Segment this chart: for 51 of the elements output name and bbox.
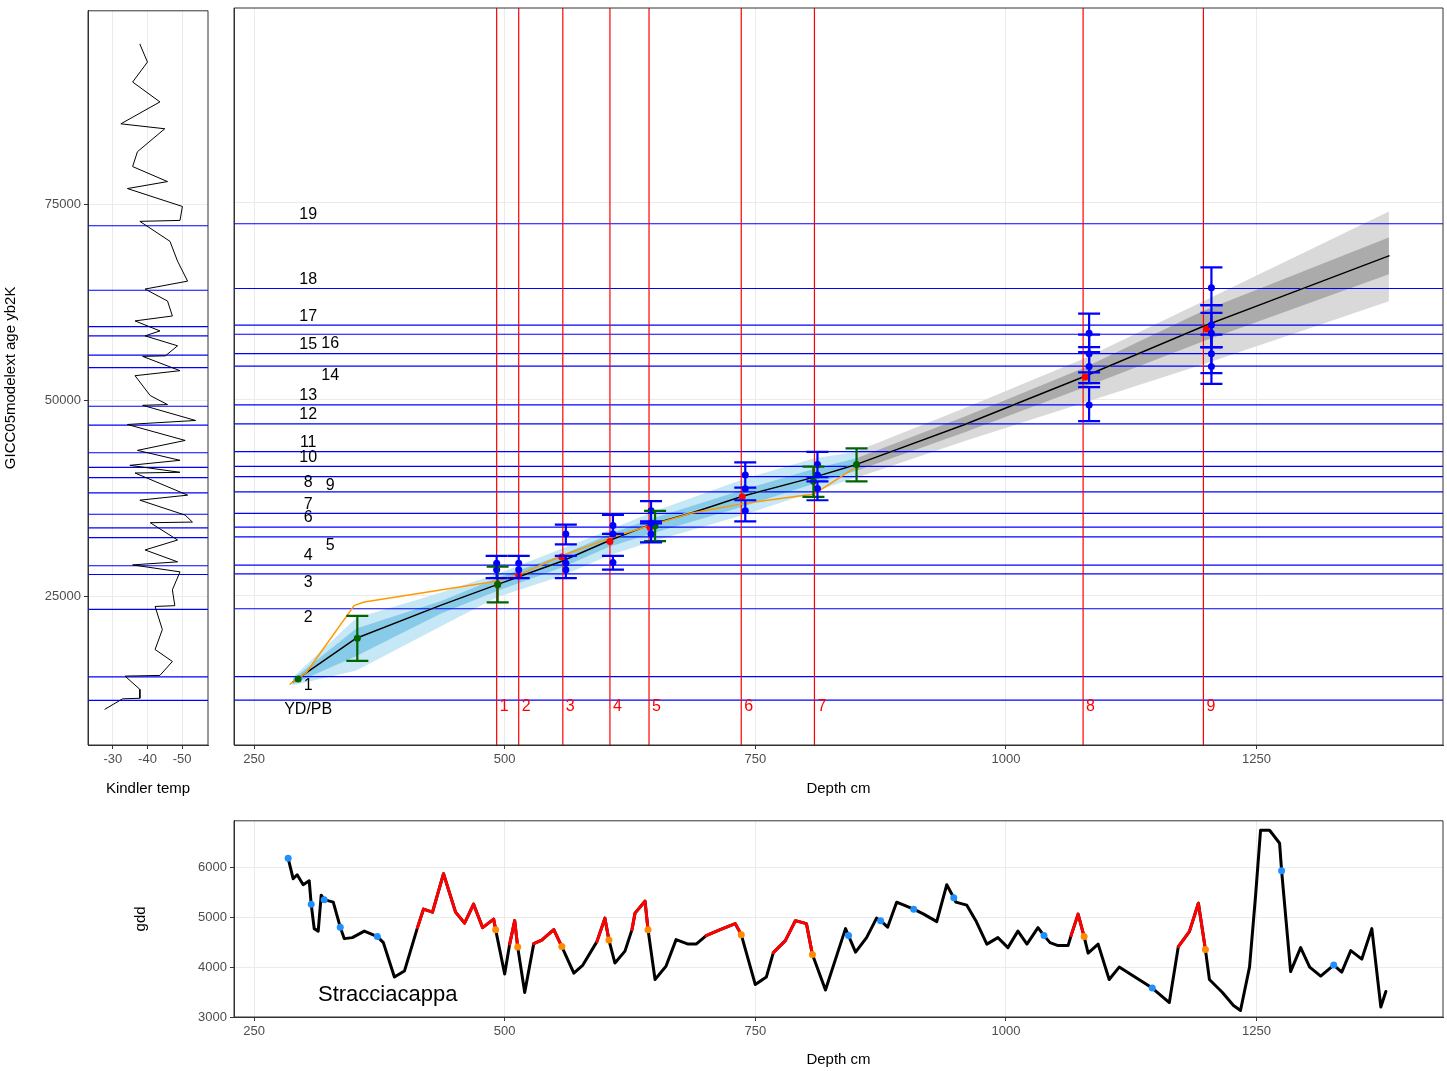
y-tick-label: 4000 — [198, 958, 227, 974]
annotation: 3 — [565, 696, 575, 714]
annotation: 9 — [325, 476, 335, 494]
y-tick-label: 5000 — [198, 908, 227, 924]
x-tick-label: 750 — [744, 751, 767, 767]
y-tick-label: 25000 — [44, 587, 81, 603]
annotation: 18 — [299, 269, 318, 287]
annotation: 19 — [299, 205, 318, 223]
annotation: YD/PB — [284, 699, 333, 717]
annotation: Stracciacappa — [318, 981, 459, 1006]
x-tick-label: -30 — [103, 751, 123, 767]
annotation: 1 — [303, 676, 313, 694]
annotation: 3 — [303, 573, 313, 591]
x-axis-title: Depth cm — [806, 779, 871, 797]
annotation: 9 — [1206, 696, 1216, 714]
y-axis-title: GICC05modelext age yb2K — [1, 286, 19, 470]
x-axis-title: Depth cm — [806, 1050, 871, 1068]
x-tick-label: -50 — [172, 751, 192, 767]
y-tick-label: 6000 — [198, 858, 227, 874]
x-tick-label: 1000 — [991, 1023, 1021, 1039]
annotation: 4 — [303, 546, 313, 564]
y-axis-title: gdd — [131, 906, 149, 932]
annotation: 2 — [303, 608, 313, 626]
annotation: 15 — [299, 335, 318, 353]
annotation: 14 — [321, 365, 340, 383]
annotation: 8 — [1086, 696, 1096, 714]
y-tick-label: 3000 — [198, 1008, 227, 1024]
x-tick-label: 1000 — [991, 751, 1021, 767]
annotation: 16 — [321, 333, 340, 351]
annotation: 4 — [612, 696, 622, 714]
annotation: 5 — [652, 696, 662, 714]
annotation: 13 — [299, 386, 318, 404]
x-tick-label: 1250 — [1242, 1023, 1271, 1039]
annotation: 12 — [299, 405, 318, 423]
x-tick-label: -40 — [138, 751, 157, 767]
annotation: 2 — [521, 696, 531, 714]
x-tick-label: 500 — [493, 751, 516, 767]
x-tick-label: 750 — [744, 1023, 767, 1039]
annotation: 8 — [303, 473, 313, 491]
annotation: 17 — [299, 306, 318, 324]
x-tick-label: 500 — [493, 1023, 516, 1039]
annotation: 7 — [817, 696, 827, 714]
x-tick-label: 250 — [243, 1023, 265, 1039]
annotation: 1 — [499, 696, 509, 714]
x-tick-label: 250 — [243, 751, 265, 767]
y-tick-label: 75000 — [44, 196, 81, 212]
annotation: 6 — [744, 696, 754, 714]
x-axis-title: Kindler temp — [105, 779, 191, 797]
annotation: 5 — [325, 536, 335, 554]
x-tick-label: 1250 — [1242, 751, 1271, 767]
y-tick-label: 50000 — [44, 392, 81, 408]
